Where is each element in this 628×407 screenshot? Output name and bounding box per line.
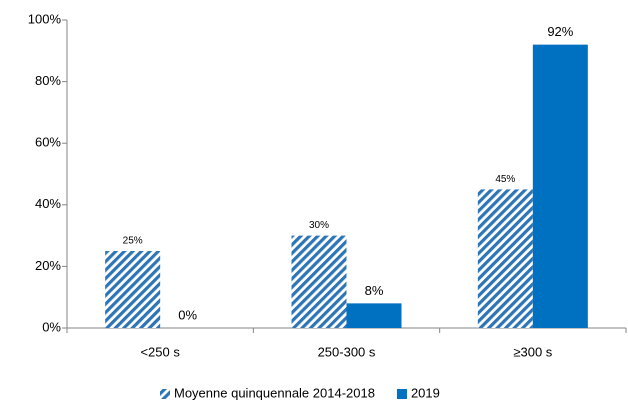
bar (532, 44, 588, 328)
value-label: 0% (178, 307, 197, 322)
bar (291, 235, 347, 328)
y-tick-label: 60% (35, 135, 61, 150)
bar (346, 303, 402, 328)
legend-label: 2019 (411, 385, 440, 400)
value-label: 8% (365, 283, 384, 298)
legend-label: Moyenne quinquennale 2014-2018 (174, 385, 375, 400)
value-label: 25% (123, 236, 143, 247)
x-tick-label: 250-300 s (318, 344, 376, 359)
legend-swatch (396, 389, 407, 399)
x-tick-label: <250 s (140, 344, 180, 359)
bar (105, 251, 161, 328)
y-tick-label: 20% (35, 258, 61, 273)
value-label: 92% (547, 24, 573, 39)
x-tick-label: ≥300 s (513, 344, 552, 359)
y-tick-label: 80% (35, 73, 61, 88)
y-tick-label: 0% (42, 319, 61, 334)
value-label: 45% (495, 174, 515, 185)
y-tick-label: 40% (35, 196, 61, 211)
value-label: 30% (309, 220, 329, 231)
y-tick-label: 100% (28, 11, 62, 26)
legend-swatch (160, 389, 170, 399)
bar (477, 189, 533, 328)
